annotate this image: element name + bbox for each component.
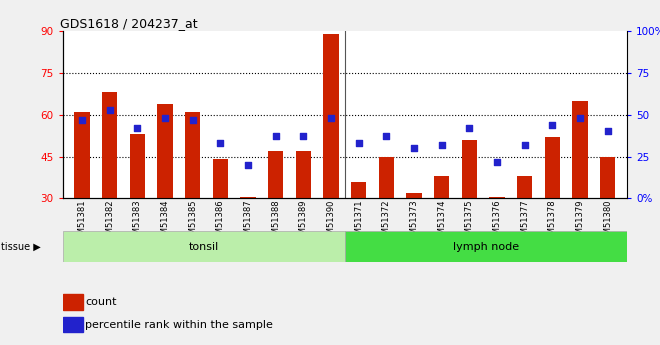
Bar — [75, 112, 90, 198]
Text: tissue ▶: tissue ▶ — [1, 242, 41, 252]
Point — [187, 117, 198, 122]
Bar — [489, 197, 505, 198]
Bar — [158, 104, 173, 198]
Point — [519, 142, 530, 148]
Bar — [351, 181, 366, 198]
Point — [104, 107, 115, 112]
Point — [353, 140, 364, 146]
Point — [326, 115, 337, 121]
Text: count: count — [85, 297, 117, 307]
Point — [575, 115, 585, 121]
Point — [603, 129, 613, 134]
Bar — [185, 112, 201, 198]
Bar — [296, 151, 311, 198]
Point — [132, 125, 143, 131]
Point — [243, 162, 253, 168]
Bar — [213, 159, 228, 198]
Point — [436, 142, 447, 148]
Bar — [407, 193, 422, 198]
Text: lymph node: lymph node — [453, 242, 519, 252]
Point — [77, 117, 87, 122]
Point — [492, 159, 502, 164]
Point — [160, 115, 170, 121]
Bar — [240, 197, 255, 198]
Bar — [600, 157, 615, 198]
Point — [215, 140, 226, 146]
Bar — [63, 317, 82, 333]
Text: GDS1618 / 204237_at: GDS1618 / 204237_at — [60, 17, 197, 30]
Point — [271, 134, 281, 139]
Bar — [63, 231, 345, 262]
Bar — [323, 34, 339, 198]
Bar — [462, 140, 477, 198]
Bar — [130, 134, 145, 198]
Text: tonsil: tonsil — [189, 242, 219, 252]
Point — [547, 122, 558, 128]
Bar — [268, 151, 283, 198]
Bar — [544, 137, 560, 198]
Point — [409, 146, 419, 151]
Bar — [63, 294, 82, 310]
Point — [298, 134, 309, 139]
Point — [381, 134, 391, 139]
Bar — [379, 157, 394, 198]
Point — [464, 125, 475, 131]
Bar — [434, 176, 449, 198]
Text: percentile rank within the sample: percentile rank within the sample — [85, 320, 273, 330]
Bar — [102, 92, 117, 198]
Bar — [517, 176, 532, 198]
Bar — [572, 101, 587, 198]
Bar — [345, 231, 627, 262]
